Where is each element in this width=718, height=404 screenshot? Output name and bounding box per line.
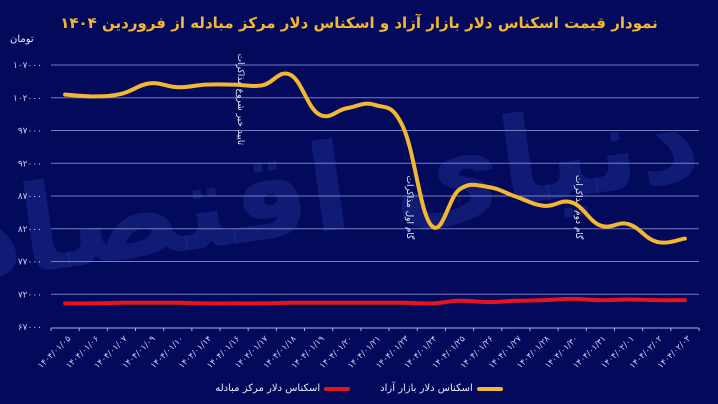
svg-text:۷۷۰۰۰: ۷۷۰۰۰ <box>18 258 42 268</box>
svg-text:۷۲۰۰۰: ۷۲۰۰۰ <box>18 290 42 300</box>
legend-item-free-market[interactable]: اسکناس دلار بازار آزاد <box>380 383 503 394</box>
svg-text:۹۲۰۰۰: ۹۲۰۰۰ <box>18 159 42 169</box>
gridlines <box>51 64 699 295</box>
legend-item-exchange-center[interactable]: اسکناس دلار مرکز مبادله <box>215 383 351 394</box>
x-axis: ۱۴۰۴/۰۱/۰۵۱۴۰۴/۰۱/۰۶۱۴۰۴/۰۱/۰۷۱۴۰۴/۰۱/۰۹… <box>36 327 700 371</box>
legend-label: اسکناس دلار مرکز مبادله <box>215 383 321 394</box>
svg-text:۶۷۰۰۰: ۶۷۰۰۰ <box>18 323 42 333</box>
svg-text:۱۰۲۰۰۰: ۱۰۲۰۰۰ <box>13 94 42 104</box>
svg-text:۸۷۰۰۰: ۸۷۰۰۰ <box>18 192 42 202</box>
legend-swatch-exchange-center <box>324 386 351 391</box>
exchange-center-line <box>63 296 687 306</box>
free-market-line <box>63 71 687 245</box>
svg-text:۱۰۷۰۰۰: ۱۰۷۰۰۰ <box>13 61 42 71</box>
legend-label: اسکناس دلار بازار آزاد <box>380 383 473 394</box>
series-lines <box>63 71 687 306</box>
y-axis: ۶۷۰۰۰ ۷۲۰۰۰ ۷۷۰۰۰ ۸۲۰۰۰ ۸۷۰۰۰ ۹۲۰۰۰ ۹۷۰۰۰ ۱۰۲۰۰… <box>13 61 42 333</box>
svg-text:تایید خبر شروع مذاکرات: تایید خبر شروع مذاکرات <box>235 53 245 145</box>
svg-text:۸۲۰۰۰: ۸۲۰۰۰ <box>18 225 42 235</box>
legend: اسکناس دلار بازار آزاد اسکناس دلار مرکز … <box>0 383 718 394</box>
svg-text:گام اول مذاکرات: گام اول مذاکرات <box>404 175 416 240</box>
chart-title: نمودار قیمت اسکناس دلار بازار آزاد و اسک… <box>60 14 658 32</box>
svg-text:۹۷۰۰۰: ۹۷۰۰۰ <box>18 127 42 137</box>
y-axis-unit: تومان <box>10 34 34 45</box>
legend-swatch-free-market <box>476 386 503 391</box>
